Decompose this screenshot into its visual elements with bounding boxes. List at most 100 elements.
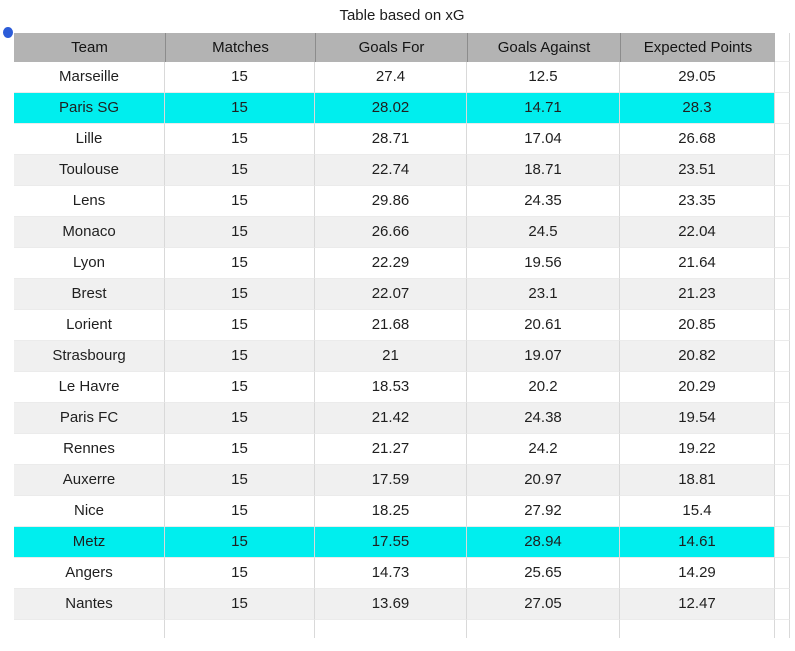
expected-points-cell[interactable]: 28.3 <box>620 93 775 124</box>
matches-cell[interactable]: 15 <box>165 589 315 620</box>
goals-against-cell[interactable]: 18.71 <box>467 155 620 186</box>
matches-cell[interactable]: 15 <box>165 558 315 589</box>
team-cell[interactable]: Brest <box>14 279 165 310</box>
matches-cell[interactable]: 15 <box>165 465 315 496</box>
goals-against-cell[interactable]: 23.1 <box>467 279 620 310</box>
team-cell[interactable]: Marseille <box>14 62 165 93</box>
team-cell[interactable]: Nantes <box>14 589 165 620</box>
goals-for-cell[interactable]: 21.42 <box>315 403 467 434</box>
matches-cell[interactable]: 15 <box>165 62 315 93</box>
expected-points-cell[interactable]: 19.22 <box>620 434 775 465</box>
team-cell[interactable]: Angers <box>14 558 165 589</box>
goals-against-cell[interactable]: 27.92 <box>467 496 620 527</box>
expected-points-cell[interactable]: 20.82 <box>620 341 775 372</box>
header-cell-matches[interactable]: Matches <box>165 33 315 62</box>
goals-against-cell[interactable]: 12.5 <box>467 62 620 93</box>
team-cell[interactable]: Lens <box>14 186 165 217</box>
goals-for-cell[interactable]: 14.73 <box>315 558 467 589</box>
goals-for-cell[interactable]: 21.68 <box>315 310 467 341</box>
goals-against-cell[interactable]: 24.5 <box>467 217 620 248</box>
goals-for-cell[interactable]: 28.02 <box>315 93 467 124</box>
goals-for-cell[interactable]: 29.86 <box>315 186 467 217</box>
team-cell[interactable]: Monaco <box>14 217 165 248</box>
goals-against-cell[interactable]: 20.97 <box>467 465 620 496</box>
goals-for-cell[interactable]: 17.55 <box>315 527 467 558</box>
goals-against-cell[interactable]: 19.56 <box>467 248 620 279</box>
goals-against-cell[interactable]: 20.2 <box>467 372 620 403</box>
matches-cell[interactable]: 15 <box>165 217 315 248</box>
matches-cell[interactable]: 15 <box>165 124 315 155</box>
goals-for-cell[interactable]: 18.25 <box>315 496 467 527</box>
team-cell[interactable]: Toulouse <box>14 155 165 186</box>
matches-cell[interactable]: 15 <box>165 93 315 124</box>
team-cell[interactable]: Lille <box>14 124 165 155</box>
team-cell[interactable]: Metz <box>14 527 165 558</box>
goals-against-cell[interactable]: 27.05 <box>467 589 620 620</box>
expected-points-cell[interactable]: 21.64 <box>620 248 775 279</box>
expected-points-cell[interactable]: 19.54 <box>620 403 775 434</box>
goals-for-cell[interactable]: 18.53 <box>315 372 467 403</box>
team-cell[interactable]: Le Havre <box>14 372 165 403</box>
table-row: Brest 15 22.07 23.1 21.23 <box>14 279 790 310</box>
goals-against-cell[interactable]: 19.07 <box>467 341 620 372</box>
goals-for-cell[interactable]: 22.07 <box>315 279 467 310</box>
expected-points-cell[interactable]: 21.23 <box>620 279 775 310</box>
expected-points-cell[interactable]: 12.47 <box>620 589 775 620</box>
header-cell-goals-for[interactable]: Goals For <box>315 33 467 62</box>
team-cell[interactable]: Paris FC <box>14 403 165 434</box>
expected-points-cell[interactable]: 15.4 <box>620 496 775 527</box>
matches-cell[interactable]: 15 <box>165 341 315 372</box>
goals-against-cell[interactable]: 17.04 <box>467 124 620 155</box>
header-cell-goals-against[interactable]: Goals Against <box>467 33 620 62</box>
team-cell[interactable]: Lyon <box>14 248 165 279</box>
expected-points-cell[interactable]: 14.29 <box>620 558 775 589</box>
expected-points-cell[interactable]: 14.61 <box>620 527 775 558</box>
team-cell[interactable]: Paris SG <box>14 93 165 124</box>
goals-for-cell[interactable]: 27.4 <box>315 62 467 93</box>
header-cell-expected-points[interactable]: Expected Points <box>620 33 775 62</box>
goals-for-cell[interactable]: 28.71 <box>315 124 467 155</box>
goals-for-cell[interactable]: 22.74 <box>315 155 467 186</box>
goals-against-cell[interactable]: 24.2 <box>467 434 620 465</box>
matches-cell[interactable]: 15 <box>165 310 315 341</box>
team-cell[interactable]: Rennes <box>14 434 165 465</box>
matches-cell[interactable]: 15 <box>165 372 315 403</box>
matches-cell[interactable]: 15 <box>165 403 315 434</box>
goals-against-cell[interactable]: 25.65 <box>467 558 620 589</box>
team-cell[interactable]: Nice <box>14 496 165 527</box>
goals-against-cell[interactable]: 28.94 <box>467 527 620 558</box>
empty-cell <box>775 217 790 248</box>
goals-against-cell[interactable]: 14.71 <box>467 93 620 124</box>
expected-points-cell[interactable]: 18.81 <box>620 465 775 496</box>
goals-for-cell[interactable]: 26.66 <box>315 217 467 248</box>
goals-for-cell[interactable]: 21.27 <box>315 434 467 465</box>
matches-cell[interactable]: 15 <box>165 248 315 279</box>
goals-for-cell[interactable]: 22.29 <box>315 248 467 279</box>
table-row: Lyon 15 22.29 19.56 21.64 <box>14 248 790 279</box>
expected-points-cell[interactable]: 20.29 <box>620 372 775 403</box>
expected-points-cell[interactable]: 23.51 <box>620 155 775 186</box>
expected-points-cell[interactable]: 23.35 <box>620 186 775 217</box>
matches-cell[interactable]: 15 <box>165 155 315 186</box>
matches-cell[interactable]: 15 <box>165 279 315 310</box>
goals-against-cell[interactable]: 24.38 <box>467 403 620 434</box>
goals-for-cell[interactable]: 13.69 <box>315 589 467 620</box>
goals-against-cell[interactable]: 24.35 <box>467 186 620 217</box>
matches-cell[interactable]: 15 <box>165 186 315 217</box>
table-row: Lille 15 28.71 17.04 26.68 <box>14 124 790 155</box>
header-cell-team[interactable]: Team <box>14 33 165 62</box>
expected-points-cell[interactable]: 29.05 <box>620 62 775 93</box>
goals-for-cell[interactable]: 21 <box>315 341 467 372</box>
expected-points-cell[interactable]: 22.04 <box>620 217 775 248</box>
matches-cell[interactable]: 15 <box>165 527 315 558</box>
team-cell[interactable]: Auxerre <box>14 465 165 496</box>
expected-points-cell[interactable]: 26.68 <box>620 124 775 155</box>
expected-points-cell[interactable]: 20.85 <box>620 310 775 341</box>
empty-cell <box>775 62 790 93</box>
goals-for-cell[interactable]: 17.59 <box>315 465 467 496</box>
team-cell[interactable]: Lorient <box>14 310 165 341</box>
matches-cell[interactable]: 15 <box>165 434 315 465</box>
team-cell[interactable]: Strasbourg <box>14 341 165 372</box>
matches-cell[interactable]: 15 <box>165 496 315 527</box>
goals-against-cell[interactable]: 20.61 <box>467 310 620 341</box>
